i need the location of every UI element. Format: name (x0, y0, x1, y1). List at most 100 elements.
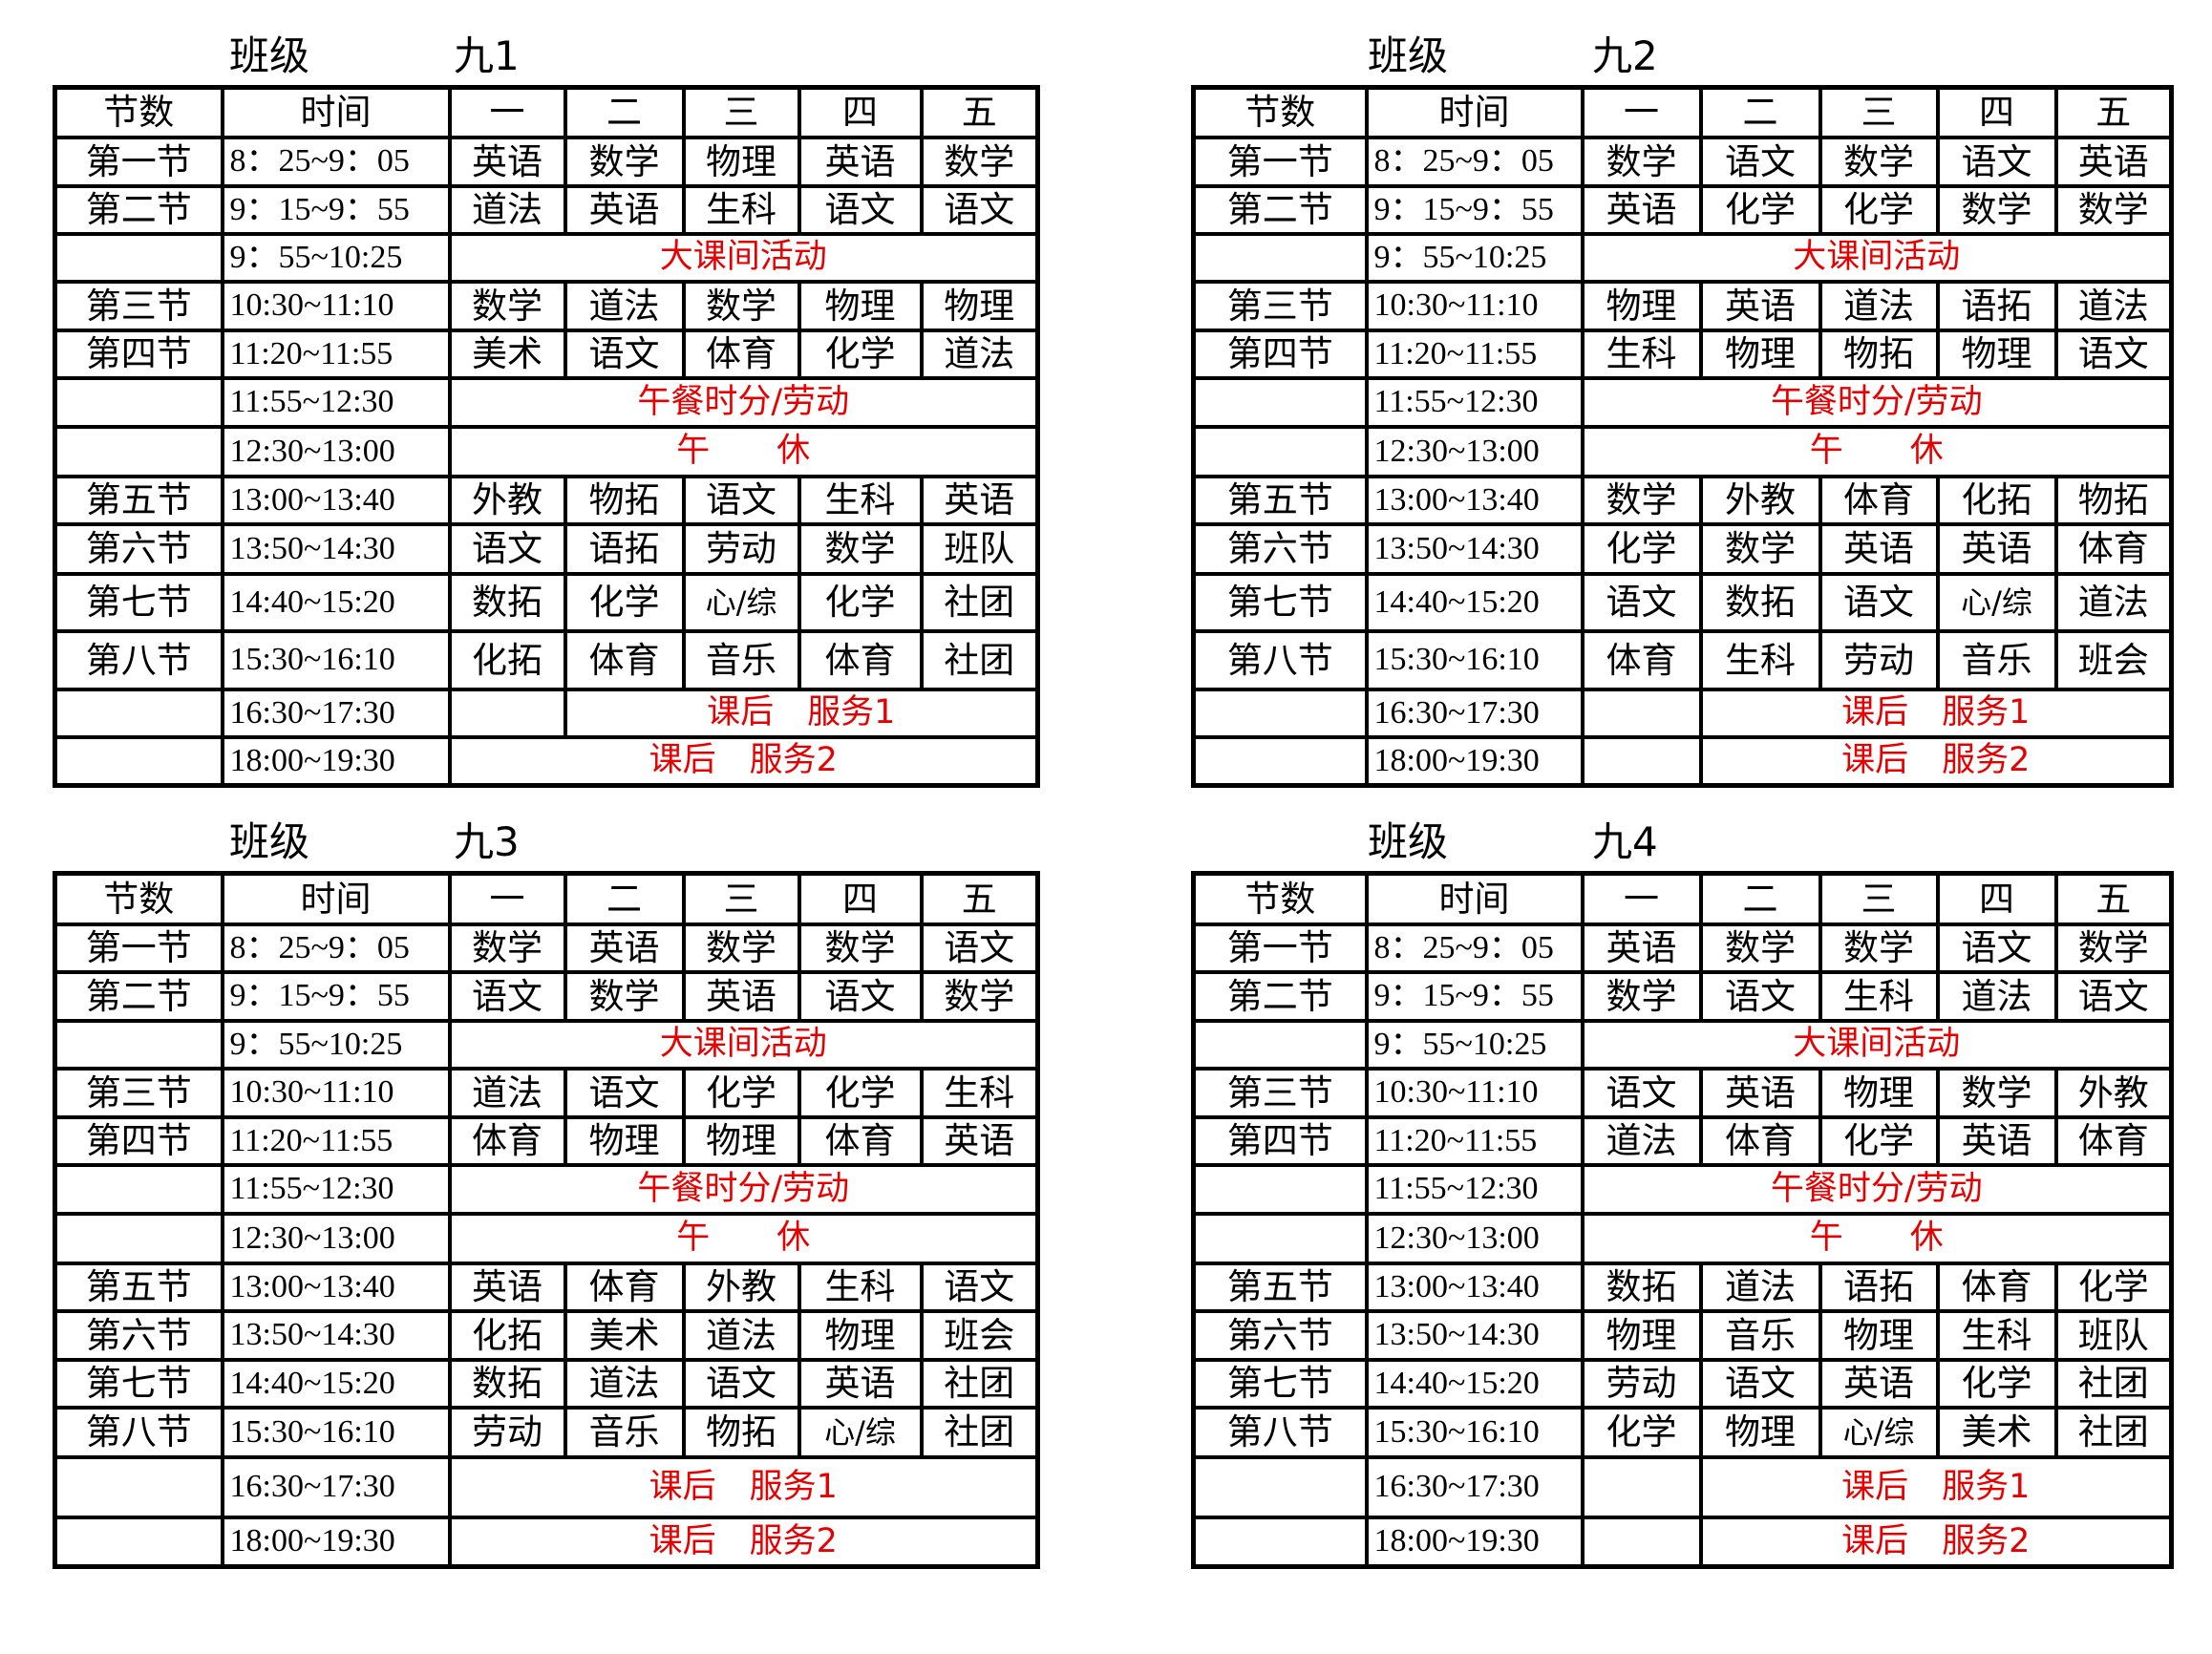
subject-cell: 语文 (1580, 571, 1703, 633)
subject-cell: 生科 (1935, 1308, 2058, 1362)
subject-cell: 物理 (681, 1114, 801, 1167)
subject-cell: 化学 (1698, 183, 1822, 236)
time-cell: 12:30~13:00 (220, 424, 452, 478)
table-row: 第五节 13:00~13:40 数学 外教 体育 化拓 物拓 (1191, 474, 2174, 526)
table-row: 第七节 14:40~15:20 数拓 化学 心/综 化学 社团 (53, 571, 1040, 633)
subject-cell: 道法 (1935, 969, 2058, 1023)
header-cell: 四 (797, 85, 924, 139)
subject-cell: 物拓 (563, 474, 686, 526)
time-cell: 15:30~16:10 (220, 1405, 452, 1459)
subject-cell: 语文 (1698, 969, 1822, 1023)
subject-cell: 外教 (447, 474, 567, 526)
subject-cell: 数学 (1818, 922, 1940, 974)
subject-cell: 生科 (1698, 628, 1822, 691)
time-cell: 9：55~10:25 (1364, 1018, 1585, 1071)
activity-cell: 课后 服务1 (1698, 687, 2174, 739)
subject-cell: 生科 (1580, 328, 1703, 380)
subject-cell: 班队 (2053, 1308, 2174, 1362)
class-label: 班级 (1368, 32, 1449, 79)
subject-cell: 劳动 (681, 521, 801, 576)
period-cell: 第七节 (1191, 571, 1369, 633)
subject-cell: 心/综 (797, 1405, 924, 1459)
table-row: 18:00~19:30 课后 服务2 (1191, 1515, 2174, 1569)
time-cell: 12:30~13:00 (1364, 424, 1585, 478)
header-cell: 时间 (1364, 871, 1585, 926)
time-cell: 11:55~12:30 (1364, 375, 1585, 429)
subject-cell: 体育 (797, 1114, 924, 1167)
table-row: 第七节 14:40~15:20 语文 数拓 语文 心/综 道法 (1191, 571, 2174, 633)
period-cell: 第三节 (53, 1066, 224, 1119)
period-cell: 第二节 (1191, 183, 1369, 236)
timetable-2: 节数 时间一二三四五第一节 8：25~9：05 数学 语文 数学 语文 英语 第二节 9：15~9… (1191, 85, 2174, 788)
subject-cell: 英语 (919, 474, 1040, 526)
table-row: 18:00~19:30 课后 服务2 (53, 734, 1040, 788)
subject-cell: 语文 (2053, 969, 2174, 1023)
activity-cell: 大课间活动 (447, 231, 1040, 284)
table-row: 第六节 13:50~14:30 物理 音乐 物理 生科 班队 (1191, 1308, 2174, 1362)
header-cell: 四 (1935, 85, 2058, 139)
time-cell: 15:30~16:10 (220, 628, 452, 691)
subject-cell: 数学 (1935, 1066, 2058, 1119)
time-cell: 10:30~11:10 (220, 279, 452, 332)
activity-cell: 课后 服务1 (1698, 1454, 2174, 1519)
period-cell: 第一节 (1191, 135, 1369, 188)
time-cell: 9：15~9：55 (220, 183, 452, 236)
subject-cell: 社团 (919, 628, 1040, 691)
subject-cell: 数学 (1580, 135, 1703, 188)
subject-cell: 体育 (2053, 1114, 2174, 1167)
table-row: 第二节 9：15~9：55 英语 化学 化学 数学 数学 (1191, 183, 2174, 236)
period-cell: 第二节 (1191, 969, 1369, 1023)
period-cell (53, 687, 224, 739)
table-row: 第四节 11:20~11:55 生科 物理 物拓 物理 语文 (1191, 328, 2174, 380)
time-cell: 10:30~11:10 (1364, 279, 1585, 332)
table-row: 第一节 8：25~9：05 英语 数学 物理 英语 数学 (53, 135, 1040, 188)
subject-cell: 语文 (447, 521, 567, 576)
header-cell: 时间 (220, 85, 452, 139)
time-cell: 13:00~13:40 (220, 1261, 452, 1313)
period-cell: 第五节 (1191, 1261, 1369, 1313)
time-cell: 12:30~13:00 (1364, 1211, 1585, 1265)
time-cell: 11:20~11:55 (220, 328, 452, 380)
time-cell: 13:50~14:30 (220, 521, 452, 576)
subject-cell: 物理 (1818, 1066, 1940, 1119)
subject-cell: 数拓 (1580, 1261, 1703, 1313)
table-row: 18:00~19:30 课后 服务2 (1191, 734, 2174, 788)
time-cell: 18:00~19:30 (220, 1515, 452, 1569)
period-cell: 第七节 (1191, 1357, 1369, 1410)
subject-cell: 数学 (681, 922, 801, 974)
activity-cell: 课后 服务2 (1698, 734, 2174, 788)
subject-cell: 数学 (563, 969, 686, 1023)
period-cell (1191, 734, 1369, 788)
subject-cell: 体育 (2053, 521, 2174, 576)
time-cell: 9：55~10:25 (220, 1018, 452, 1071)
period-cell (53, 1211, 224, 1265)
subject-cell: 外教 (2053, 1066, 2174, 1119)
subject-cell: 体育 (563, 1261, 686, 1313)
header-row: 节数 时间一二三四五 (1191, 871, 2174, 926)
subject-cell: 数学 (1580, 474, 1703, 526)
subject-cell: 物理 (563, 1114, 686, 1167)
class-name: 九1 (454, 32, 520, 79)
subject-cell: 化学 (563, 571, 686, 633)
table-row: 第六节 13:50~14:30 化拓 美术 道法 物理 班会 (53, 1308, 1040, 1362)
time-cell: 15:30~16:10 (1364, 628, 1585, 691)
time-cell: 18:00~19:30 (1364, 1515, 1585, 1569)
activity-cell: 午 休 (447, 424, 1040, 478)
subject-cell: 物理 (919, 279, 1040, 332)
subject-cell: 物理 (797, 1308, 924, 1362)
subject-cell: 语文 (1698, 1357, 1822, 1410)
subject-cell: 语文 (681, 474, 801, 526)
time-cell: 11:55~12:30 (220, 1162, 452, 1216)
subject-cell: 数学 (681, 279, 801, 332)
time-cell: 9：15~9：55 (1364, 183, 1585, 236)
table-row: 第二节 9：15~9：55 数学 语文 生科 道法 语文 (1191, 969, 2174, 1023)
subject-cell: 英语 (1698, 1066, 1822, 1119)
header-cell: 四 (797, 871, 924, 926)
subject-cell: 数学 (1698, 521, 1822, 576)
subject-cell: 英语 (1818, 521, 1940, 576)
table-row: 第七节 14:40~15:20 劳动 语文 英语 化学 社团 (1191, 1357, 2174, 1410)
table-row: 第三节 10:30~11:10 数学 道法 数学 物理 物理 (53, 279, 1040, 332)
subject-cell: 语文 (1818, 571, 1940, 633)
subject-cell: 数学 (1580, 969, 1703, 1023)
subject-cell: 物理 (1698, 1405, 1822, 1459)
